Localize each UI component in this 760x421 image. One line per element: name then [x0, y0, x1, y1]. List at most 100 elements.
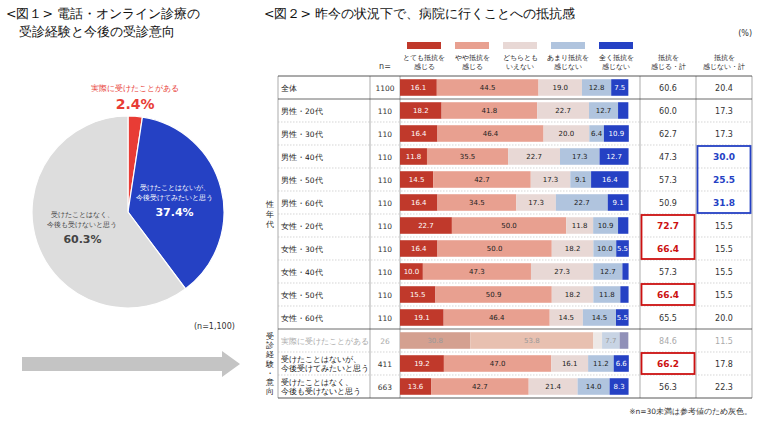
text-line: 14.5	[558, 314, 574, 322]
text-line: 抵抗を	[713, 54, 735, 62]
pie-chart: <図１> 電話・オンライン診療の 受診経験と今後の受診意向実際に受けたことがある…	[6, 6, 240, 377]
text-line: ・	[266, 368, 274, 377]
text-line: 験	[265, 359, 274, 368]
slice-value: 37.4%	[155, 206, 193, 219]
text-line: 110	[378, 129, 393, 138]
bar-segment	[400, 378, 431, 395]
text-line: 22.7	[574, 199, 590, 207]
text-line: 12.7	[600, 268, 616, 276]
text-line: 受けたことはなく、	[51, 211, 114, 219]
row-label: 受けたことはなく、今後も受けないと思う	[281, 378, 361, 396]
row-rule	[278, 145, 752, 146]
bar-segment	[437, 79, 539, 96]
bar-segment	[570, 171, 591, 188]
bar-segment	[400, 355, 444, 372]
text-line: 20.0	[715, 313, 733, 322]
row-label: 女性・20代	[281, 221, 323, 230]
text-line: いえない	[506, 63, 534, 71]
bar-segment	[516, 194, 556, 211]
summary-value: 15.5	[715, 244, 733, 253]
text-line: 20.0	[559, 130, 575, 138]
text-line: 10.9	[609, 130, 625, 138]
row-rule	[278, 122, 752, 123]
text-line: 女性・20代	[281, 221, 323, 230]
text-line: 17.3	[528, 199, 544, 207]
n-value: 110	[378, 175, 393, 184]
text-line: 1100	[375, 83, 394, 92]
bar-segment	[400, 171, 433, 188]
text-line: 7.7	[605, 337, 616, 345]
bar-segment	[529, 378, 578, 395]
bar-segment	[588, 355, 614, 372]
data-label: 46.4	[483, 130, 499, 138]
row-label: 受けたことはないが、今後受けてみたいと思う	[281, 355, 369, 373]
text-line: 感じない	[554, 63, 582, 71]
text-line: 経	[265, 350, 274, 359]
data-label: 15.5	[410, 291, 426, 299]
bar-segment	[400, 125, 437, 142]
slice-label: 受けたことはないが、今後受けてみたいと思う	[136, 184, 213, 202]
bar-segment	[452, 217, 566, 234]
text-line: 17.8	[715, 359, 733, 368]
text-line: 受けたことはないが、	[140, 184, 210, 192]
summary-value: 57.3	[659, 175, 677, 184]
text-line: 向	[266, 387, 274, 396]
row-label: 男性・60代	[281, 198, 323, 207]
summary-header: 抵抗を感じない・計	[703, 54, 745, 71]
text-line: 15.5	[715, 290, 733, 299]
bar-segment	[400, 79, 437, 96]
text-line: 感じる	[414, 63, 435, 71]
data-label: 22.7	[526, 153, 542, 161]
n-value: 110	[378, 106, 393, 115]
title: <図１> 電話・オンライン診療の	[6, 6, 200, 21]
text-line: 15.5	[715, 244, 733, 253]
text-line: 女性・60代	[281, 313, 323, 322]
column-rule	[640, 76, 641, 398]
text-line: 今後受けてみたいと思う	[281, 364, 369, 373]
legend-label: あまり抵抗を感じない	[547, 54, 589, 71]
legend-swatch	[503, 42, 537, 49]
text-line: 女性・30代	[281, 244, 323, 253]
row-label: 女性・30代	[281, 244, 323, 253]
text-line: 感じない	[602, 63, 630, 71]
data-label: 50.0	[487, 245, 503, 253]
text-line: 受	[266, 331, 274, 340]
bar-segment	[531, 263, 593, 280]
text-line: 感じる・計	[651, 63, 686, 71]
text-line: 14.5	[409, 176, 425, 184]
bar-segment	[593, 286, 620, 303]
data-label: 10.0	[404, 268, 420, 276]
bar-segment	[400, 309, 444, 326]
text-line: 35.5	[460, 153, 476, 161]
text-line: 46.4	[483, 130, 499, 138]
text-line: 10.0	[597, 245, 613, 253]
bar-segment	[591, 171, 628, 188]
text-line: 110	[378, 106, 393, 115]
bar-segment	[593, 217, 618, 234]
n-header: n=	[379, 62, 391, 71]
text-line: 66.2	[657, 359, 679, 369]
n-value: 411	[378, 359, 393, 368]
legend-label: どちらともいえない	[503, 54, 538, 71]
data-label: 30.8	[427, 337, 443, 345]
text-line: 20.4	[715, 83, 733, 92]
text-line: 47.3	[469, 268, 485, 276]
note: ※n=30未満は参考値のため灰色。	[629, 407, 752, 416]
n-value: 110	[378, 244, 393, 253]
row-label: 全体	[281, 83, 297, 92]
highlight-box	[642, 215, 695, 259]
text-line: 受けたことはないが、	[281, 355, 361, 364]
data-label: 20.0	[559, 130, 575, 138]
stacked-bar-table: <図２> 昨今の状況下で、病院に行くことへの抵抗感(%)とても抵抗を感じるやや抵…	[264, 6, 752, 416]
row-rule	[278, 237, 752, 238]
data-label: 14.0	[586, 383, 602, 391]
text-line: 22.3	[715, 382, 733, 391]
text-line: 受診経験と今後の受診意向	[6, 24, 175, 39]
text-line: 18.2	[565, 245, 581, 253]
bar-segment	[400, 194, 437, 211]
slice-value: 2.4%	[116, 96, 155, 112]
table-top-rule	[278, 76, 752, 77]
n-value: 663	[378, 382, 393, 391]
text-line: 60.6	[659, 83, 677, 92]
data-label: 9.1	[575, 176, 586, 184]
